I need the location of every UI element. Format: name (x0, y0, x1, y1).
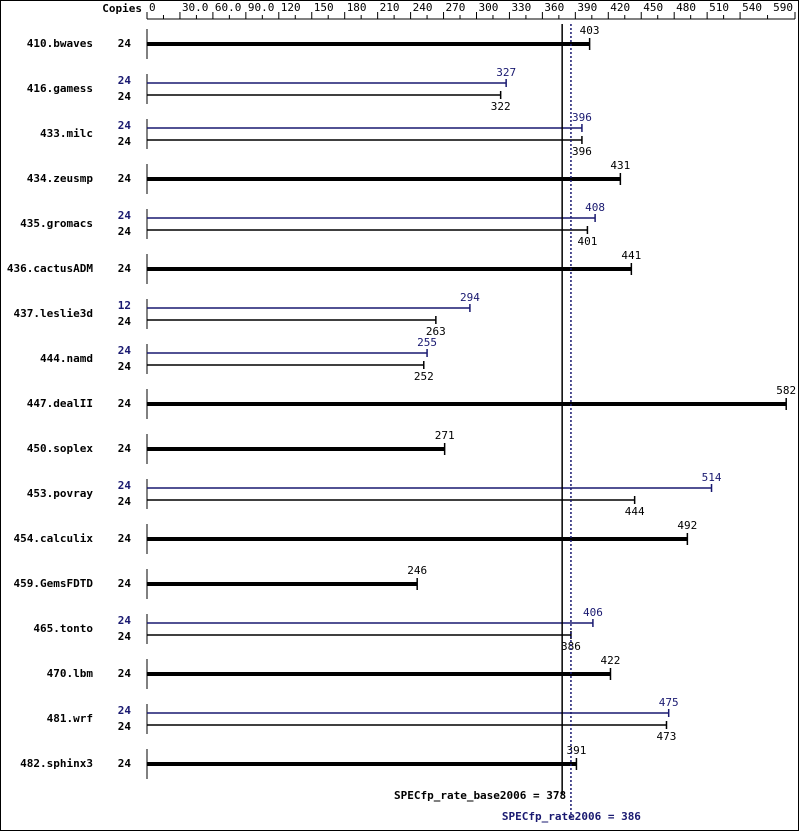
base-copies: 24 (118, 360, 132, 373)
x-tick-label: 330 (511, 1, 531, 14)
peak-copies: 24 (118, 704, 132, 717)
base-value-label: 271 (435, 429, 455, 442)
benchmark-name: 435.gromacs (20, 217, 93, 230)
peak-copies: 24 (118, 479, 132, 492)
benchmark-name: 434.zeusmp (27, 172, 94, 185)
peak-value-label: 514 (702, 471, 722, 484)
base-copies: 24 (118, 397, 132, 410)
x-tick-label: 60.0 (215, 1, 242, 14)
base-value-label: 422 (601, 654, 621, 667)
peak-copies: 24 (118, 344, 132, 357)
benchmark-name: 433.milc (40, 127, 93, 140)
peak-value-label: 475 (659, 696, 679, 709)
peak-copies: 24 (118, 614, 132, 627)
base-value-label: 473 (657, 730, 677, 743)
base-copies: 24 (118, 172, 132, 185)
x-tick-label: 30.0 (182, 1, 209, 14)
base-copies: 24 (118, 495, 132, 508)
x-tick-label: 390 (577, 1, 597, 14)
x-tick-label: 150 (314, 1, 334, 14)
base-copies: 24 (118, 442, 132, 455)
peak-copies: 24 (118, 119, 132, 132)
benchmark-name: 416.gamess (27, 82, 93, 95)
benchmark-name: 437.leslie3d (14, 307, 93, 320)
base-value-label: 396 (572, 145, 592, 158)
x-tick-label: 90.0 (248, 1, 275, 14)
base-value-label: 441 (621, 249, 641, 262)
base-copies: 24 (118, 630, 132, 643)
benchmark-name: 453.povray (27, 487, 94, 500)
copies-header: Copies (102, 2, 142, 15)
base-copies: 24 (118, 667, 132, 680)
base-value-label: 246 (407, 564, 427, 577)
base-copies: 24 (118, 532, 132, 545)
base-copies: 24 (118, 37, 132, 50)
base-copies: 24 (118, 90, 132, 103)
reference-label: SPECfp_rate2006 = 386 (502, 810, 641, 823)
base-value-label: 386 (561, 640, 581, 653)
base-value-label: 263 (426, 325, 446, 338)
x-tick-label: 180 (347, 1, 367, 14)
base-value-label: 322 (491, 100, 511, 113)
x-tick-label: 590 (773, 1, 793, 14)
reference-label: SPECfp_rate_base2006 = 378 (394, 789, 566, 802)
x-tick-label: 360 (544, 1, 564, 14)
peak-value-label: 406 (583, 606, 603, 619)
base-copies: 24 (118, 757, 132, 770)
x-tick-label: 120 (281, 1, 301, 14)
x-tick-label: 270 (446, 1, 466, 14)
x-tick-label: 0 (149, 1, 156, 14)
x-tick-label: 540 (742, 1, 762, 14)
x-tick-label: 510 (709, 1, 729, 14)
base-copies: 24 (118, 225, 132, 238)
base-copies: 24 (118, 315, 132, 328)
base-value-label: 431 (610, 159, 630, 172)
peak-value-label: 327 (496, 66, 516, 79)
x-tick-label: 300 (478, 1, 498, 14)
base-value-label: 582 (776, 384, 796, 397)
base-copies: 24 (118, 135, 132, 148)
base-value-label: 252 (414, 370, 434, 383)
x-tick-label: 480 (676, 1, 696, 14)
benchmark-name: 410.bwaves (27, 37, 93, 50)
base-value-label: 492 (677, 519, 697, 532)
benchmark-name: 444.namd (40, 352, 93, 365)
base-value-label: 401 (577, 235, 597, 248)
benchmark-name: 482.sphinx3 (20, 757, 93, 770)
x-tick-label: 240 (413, 1, 433, 14)
peak-copies: 24 (118, 74, 132, 87)
base-value-label: 444 (625, 505, 645, 518)
benchmark-name: 481.wrf (47, 712, 93, 725)
peak-value-label: 294 (460, 291, 480, 304)
benchmark-name: 450.soplex (27, 442, 94, 455)
peak-value-label: 408 (585, 201, 605, 214)
peak-copies: 24 (118, 209, 132, 222)
peak-value-label: 396 (572, 111, 592, 124)
benchmark-name: 465.tonto (33, 622, 93, 635)
base-copies: 24 (118, 262, 132, 275)
base-value-label: 403 (580, 24, 600, 37)
peak-copies: 12 (118, 299, 131, 312)
x-tick-label: 450 (643, 1, 663, 14)
base-value-label: 391 (566, 744, 586, 757)
x-tick-label: 420 (610, 1, 630, 14)
base-copies: 24 (118, 577, 132, 590)
benchmark-name: 470.lbm (47, 667, 94, 680)
x-tick-label: 210 (380, 1, 400, 14)
benchmark-name: 459.GemsFDTD (14, 577, 94, 590)
benchmark-name: 447.dealII (27, 397, 93, 410)
peak-value-label: 255 (417, 336, 437, 349)
base-copies: 24 (118, 720, 132, 733)
benchmark-name: 436.cactusADM (7, 262, 93, 275)
benchmark-name: 454.calculix (14, 532, 94, 545)
